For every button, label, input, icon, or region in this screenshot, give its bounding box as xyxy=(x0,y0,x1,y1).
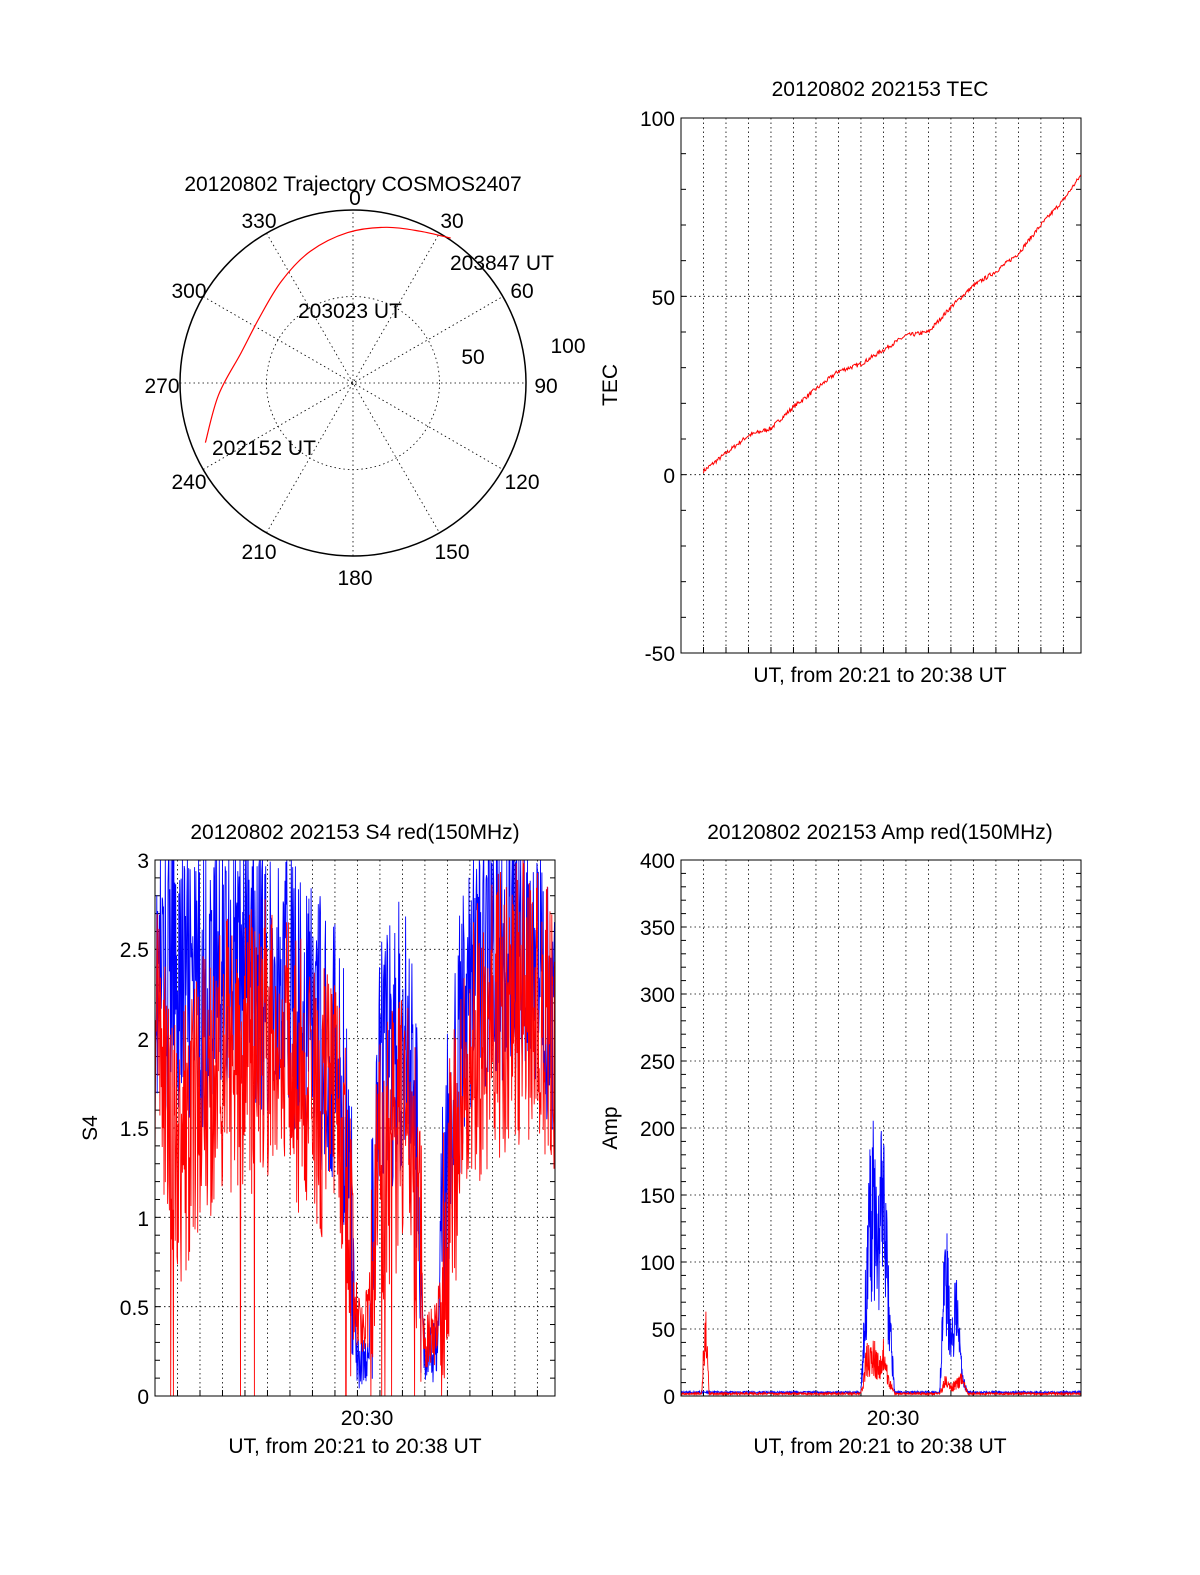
amp-ytick-100: 100 xyxy=(640,1252,675,1275)
s4-ytick-2.5: 2.5 xyxy=(120,939,149,962)
angle-label-90: 90 xyxy=(534,375,557,398)
s4-ytick-0: 0 xyxy=(137,1386,149,1409)
tec-ytick-neg50: -50 xyxy=(645,643,675,666)
angle-label-120: 120 xyxy=(504,471,539,494)
amp-ytick-50: 50 xyxy=(652,1319,675,1342)
trajectory-panel: 20120802 Trajectory COSMOS2407 0 30 60 9… xyxy=(144,173,585,590)
tec-series-group xyxy=(703,174,1082,474)
tec-ytick-100: 100 xyxy=(640,108,675,131)
s4-panel: 20120802 202153 S4 red(150MHz) 3 2.5 2 1… xyxy=(79,821,556,1458)
radius-label-50: 50 xyxy=(461,346,484,369)
amp-panel: 20120802 202153 Amp red(150MHz) 400 350 … xyxy=(599,821,1082,1458)
angle-label-300: 300 xyxy=(171,280,206,303)
polar-grid xyxy=(180,210,526,556)
tec-series-line xyxy=(703,174,1082,474)
amp-grid xyxy=(680,859,1081,1397)
angle-label-330: 330 xyxy=(241,210,276,233)
angle-label-30: 30 xyxy=(440,210,463,233)
polar-spoke xyxy=(202,296,504,470)
angle-label-60: 60 xyxy=(510,280,533,303)
angle-label-180: 180 xyxy=(337,567,372,590)
amp-ylabel: Amp xyxy=(599,1106,622,1149)
s4-xlabel: UT, from 20:21 to 20:38 UT xyxy=(228,1435,481,1458)
tec-axes-frame xyxy=(680,117,1082,654)
angle-label-150: 150 xyxy=(434,541,469,564)
angle-label-210: 210 xyxy=(241,541,276,564)
amp-axes-frame xyxy=(680,859,1082,1397)
tec-ytick-0: 0 xyxy=(663,465,675,488)
trajectory-mid-label: 203023 UT xyxy=(298,300,402,323)
s4-ytick-1.5: 1.5 xyxy=(120,1118,149,1141)
tec-panel: 20120802 202153 TEC 100 50 0 -50 TEC UT,… xyxy=(599,78,1082,687)
trajectory-curve xyxy=(204,226,451,443)
amp-xlabel: UT, from 20:21 to 20:38 UT xyxy=(753,1435,1006,1458)
amp-ytick-150: 150 xyxy=(640,1185,675,1208)
polar-ring xyxy=(266,296,440,470)
amp-ytick-0: 0 xyxy=(663,1386,675,1409)
amp-ytick-350: 350 xyxy=(640,917,675,940)
polar-outer-circle xyxy=(179,209,527,557)
tec-grid xyxy=(680,117,1081,654)
angle-label-0: 0 xyxy=(349,187,361,210)
s4-ylabel: S4 xyxy=(79,1115,102,1141)
trajectory-start-label: 202152 UT xyxy=(212,437,316,460)
amp-ytick-250: 250 xyxy=(640,1051,675,1074)
s4-ytick-0.5: 0.5 xyxy=(120,1297,149,1320)
s4-xtick-2030: 20:30 xyxy=(341,1407,394,1430)
polar-spoke xyxy=(266,232,440,534)
polar-spoke xyxy=(202,296,504,470)
amp-series-blue xyxy=(680,1120,1082,1396)
polar-spoke xyxy=(266,232,440,534)
tec-title: 20120802 202153 TEC xyxy=(772,78,989,101)
s4-axes-frame xyxy=(154,859,556,1397)
radius-label-100: 100 xyxy=(550,335,585,358)
amp-ytick-200: 200 xyxy=(640,1118,675,1141)
s4-ytick-2: 2 xyxy=(137,1029,149,1052)
tec-ytick-50: 50 xyxy=(652,287,675,310)
trajectory-title: 20120802 Trajectory COSMOS2407 xyxy=(184,173,521,196)
trajectory-end-label: 203847 UT xyxy=(450,252,554,275)
angle-label-240: 240 xyxy=(171,471,206,494)
amp-xtick-2030: 20:30 xyxy=(867,1407,920,1430)
s4-ytick-3: 3 xyxy=(137,850,149,873)
s4-title: 20120802 202153 S4 red(150MHz) xyxy=(190,821,519,844)
s4-ytick-1: 1 xyxy=(137,1208,149,1231)
s4-series-red xyxy=(154,860,556,1397)
amp-title: 20120802 202153 Amp red(150MHz) xyxy=(707,821,1053,844)
angle-label-270: 270 xyxy=(144,375,179,398)
amp-ytick-400: 400 xyxy=(640,850,675,873)
amp-series-red xyxy=(680,1311,1082,1397)
tec-ylabel: TEC xyxy=(599,364,622,406)
s4-series-group xyxy=(154,859,556,1397)
amp-ytick-300: 300 xyxy=(640,984,675,1007)
tec-xlabel: UT, from 20:21 to 20:38 UT xyxy=(753,664,1006,687)
amp-series-group xyxy=(680,1120,1082,1397)
